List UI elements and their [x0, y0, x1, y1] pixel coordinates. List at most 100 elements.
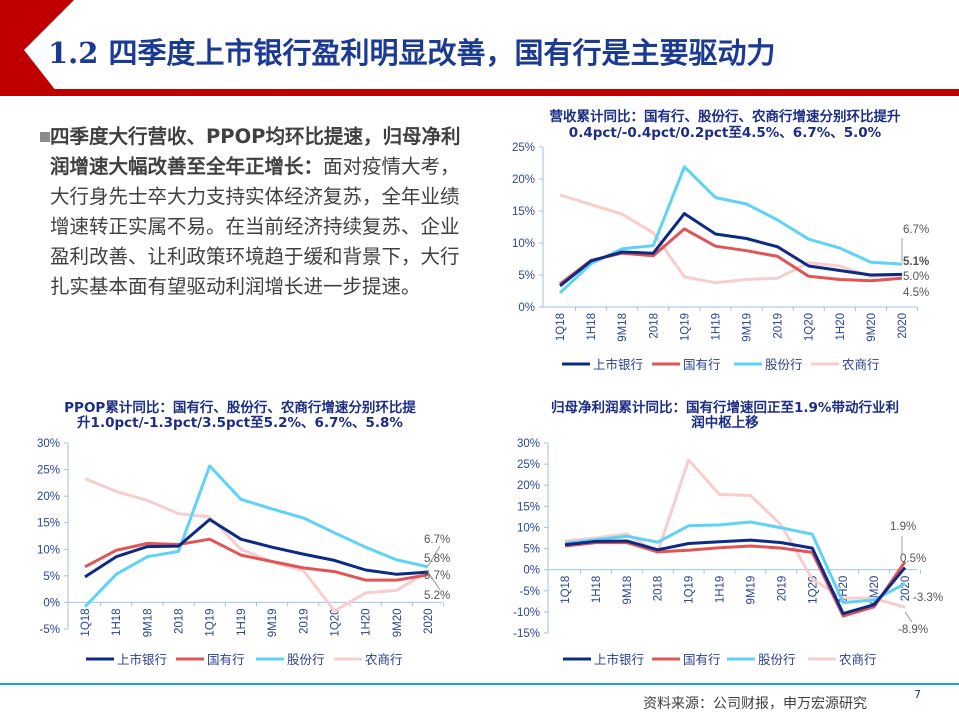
data-label: 0.5% — [900, 553, 926, 565]
legend-label: 农商行 — [842, 357, 880, 372]
legend-label: 国有行 — [683, 652, 721, 667]
x-category-label: 9M19 — [745, 576, 757, 605]
y-tick-label: 5% — [518, 270, 535, 282]
chart-title-line: 归母净利润累计同比：国有行增速回正至1.9%带动行业利 — [551, 399, 899, 416]
x-category-label: 1H19 — [710, 313, 722, 341]
x-category-label: 2018 — [174, 608, 186, 634]
x-category-label: 1H19 — [236, 608, 248, 636]
footer-divider — [0, 683, 959, 685]
y-tick-label: 25% — [517, 459, 540, 471]
y-tick-label: -10% — [513, 607, 540, 619]
data-label: 4.5% — [903, 287, 929, 299]
x-category-label: 9M18 — [617, 313, 629, 342]
series-line-4 — [564, 458, 906, 609]
bullet-paragraph: 四季度大行营收、PPOP均环比提速，归母净利润增速大幅改善至全年正增长：面对疫情… — [40, 122, 470, 302]
x-category-label: 2019 — [776, 576, 788, 602]
y-tick-label: 10% — [517, 522, 540, 534]
header-chevron-decoration — [0, 0, 74, 96]
data-label-leader — [427, 571, 441, 591]
square-bullet-icon — [40, 132, 50, 142]
y-tick-label: 5% — [43, 571, 60, 583]
y-tick-label: 0% — [518, 302, 535, 314]
chart-title-line: 营收累计同比：国有行、股份行、农商行增速分别环比提升 — [550, 108, 901, 125]
y-tick-label: -5% — [520, 586, 540, 598]
legend-label: 国有行 — [207, 652, 245, 667]
data-label: 5.0% — [903, 271, 929, 283]
page-title: 1.2 四季度上市银行盈利明显改善，国有行是主要驱动力 — [48, 36, 776, 70]
data-label: -3.3% — [913, 592, 943, 604]
x-category-label: 9M19 — [742, 313, 754, 342]
legend-label: 上市银行 — [117, 652, 167, 667]
data-label: 5.8% — [424, 553, 450, 565]
x-category-label: 1H20 — [835, 313, 847, 341]
series-line-2 — [84, 537, 429, 582]
x-category-label: 1Q20 — [804, 313, 816, 341]
x-category-label: 2018 — [648, 313, 660, 339]
data-label: 5.1% — [903, 256, 929, 268]
chart-title-line: 升1.0pct/-1.3pct/3.5pct至5.2%、6.7%、5.8% — [77, 414, 403, 431]
data-label: 6.7% — [424, 534, 450, 546]
series-line-1 — [559, 212, 903, 288]
legend-label: 上市银行 — [594, 652, 644, 667]
chart-title-line: 润中枢上移 — [691, 414, 759, 431]
source-note: 资料来源：公司财报，申万宏源研究 — [643, 696, 867, 712]
y-tick-label: 30% — [37, 438, 60, 450]
page-number: 7 — [914, 688, 921, 701]
legend-label: 农商行 — [365, 652, 403, 667]
x-category-label: 9M18 — [142, 608, 154, 637]
x-category-label: 1H18 — [111, 608, 123, 636]
bullet-bold-lead: 四季度大行营收、PPOP均环比提速，归母净利润增速大幅改善至全年正增长： — [50, 125, 461, 178]
x-category-label: 2020 — [900, 576, 912, 602]
y-tick-label: 20% — [512, 174, 535, 186]
y-tick-label: 30% — [517, 438, 540, 450]
data-label: 5.7% — [424, 570, 450, 582]
data-label: 6.7% — [903, 224, 929, 236]
y-tick-label: -15% — [513, 628, 540, 640]
x-category-label: 1Q18 — [560, 576, 572, 604]
x-category-label: 2019 — [773, 313, 785, 339]
y-tick-label: 20% — [517, 480, 540, 492]
series-line-4 — [84, 477, 429, 613]
x-category-label: 1Q18 — [80, 608, 92, 636]
series-line-1 — [564, 538, 907, 616]
x-category-label: 1H20 — [361, 608, 373, 636]
legend-label: 国有行 — [683, 357, 721, 372]
y-tick-label: 15% — [512, 206, 535, 218]
legend-label: 股份行 — [758, 652, 796, 667]
x-category-label: 1Q19 — [205, 608, 217, 636]
data-label: 1.9% — [890, 521, 916, 533]
y-tick-label: 10% — [512, 238, 535, 250]
x-category-label: 1Q20 — [329, 608, 341, 636]
x-category-label: 9M20 — [866, 313, 878, 342]
chart-1: 营收累计同比：国有行、股份行、农商行增速分别环比提升0.4pct/-0.4pct… — [512, 108, 929, 372]
chart-title-line: PPOP累计同比：国有行、股份行、农商行增速分别环比提 — [64, 399, 416, 416]
series-line-2 — [564, 541, 907, 618]
legend-label: 股份行 — [287, 652, 325, 667]
series-line-3 — [564, 520, 906, 605]
x-category-label: 1Q19 — [684, 576, 696, 604]
y-tick-label: 0% — [523, 565, 540, 577]
legend-label: 股份行 — [765, 357, 803, 372]
series-line-4 — [559, 193, 903, 285]
y-tick-label: 0% — [43, 597, 60, 609]
data-label-leader — [904, 611, 913, 623]
chart-2: PPOP累计同比：国有行、股份行、农商行增速分别环比提升1.0pct/-1.3p… — [37, 399, 450, 667]
header-underline — [20, 89, 959, 96]
data-label-leader — [427, 545, 441, 567]
y-tick-label: -5% — [40, 624, 60, 636]
x-category-label: 1H18 — [591, 576, 603, 604]
y-tick-label: 10% — [37, 544, 60, 556]
bullet-body-text: 面对疫情大考，大行身先士卒大力支持实体经济复苏，全年业绩增速转正实属不易。在当前… — [50, 155, 460, 298]
y-tick-label: 25% — [37, 465, 60, 477]
series-line-3 — [83, 464, 429, 608]
series-line-3 — [558, 165, 903, 294]
x-category-label: 1H18 — [586, 313, 598, 341]
y-tick-label: 25% — [512, 142, 535, 154]
x-category-label: 2020 — [897, 313, 909, 339]
chart-title-line: 0.4pct/-0.4pct/0.2pct至4.5%、6.7%、5.0% — [569, 125, 882, 141]
x-category-label: 2019 — [298, 608, 310, 634]
data-label: -8.9% — [898, 624, 928, 636]
x-category-label: 1H19 — [715, 576, 727, 604]
